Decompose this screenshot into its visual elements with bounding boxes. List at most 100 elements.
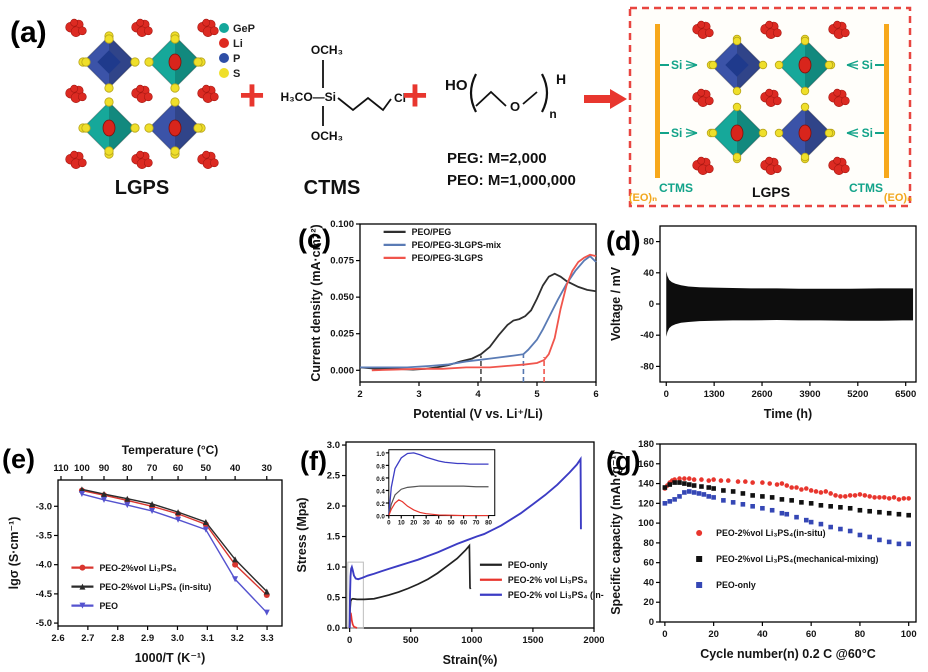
shape [805, 39, 831, 91]
series-line [348, 455, 582, 629]
s-atom [800, 152, 810, 162]
x-tick-label: 5200 [847, 389, 868, 400]
li-cluster [692, 88, 714, 107]
data-marker [662, 501, 668, 506]
data-marker [767, 481, 773, 486]
x-tick-label: 2.7 [81, 633, 94, 644]
legend-item-label: PEO/PEG-3LGPS [412, 253, 484, 263]
shape [136, 18, 145, 27]
y-tick-label: 3.0 [327, 440, 340, 451]
li-cluster [692, 156, 714, 175]
data-marker [896, 541, 902, 547]
y-tick-label: 0.6 [376, 476, 385, 483]
shape [704, 28, 714, 38]
li-cluster [828, 20, 850, 39]
y-tick-label: 0.050 [330, 292, 354, 303]
shape [840, 96, 850, 106]
s-atom [170, 34, 180, 44]
shape [765, 156, 774, 165]
data-marker [886, 510, 892, 516]
data-marker [149, 500, 156, 507]
s-atom [104, 34, 114, 44]
lgps-label: LGPS [115, 177, 169, 199]
x-tick-label: 30 [423, 520, 430, 527]
shape [70, 150, 79, 159]
x-tick-label: 80 [485, 520, 492, 527]
s-atom [732, 102, 742, 112]
y-tick-label: 0.8 [376, 463, 385, 470]
data-marker [677, 476, 682, 481]
data-marker [760, 505, 765, 511]
data-marker [721, 498, 726, 503]
shape [70, 84, 79, 93]
shape [765, 88, 774, 97]
y-tick-label: -40 [640, 330, 654, 341]
panel-f-stress-strain-chart: 0 500 1000 1500 2000 0.0 0.5 1.0 1.5 2.0 2.5 3.0 Str… [295, 428, 622, 672]
s-atom [774, 60, 784, 70]
data-marker [857, 492, 863, 497]
polyhedron [710, 38, 764, 92]
polyhedron [148, 35, 202, 89]
xlabel: Potential (V vs. Li⁺/Li) [413, 407, 543, 421]
y-tick-label: -3.0 [36, 501, 52, 512]
data-marker [828, 491, 833, 496]
s-atom [170, 83, 180, 93]
x-tick-label: 10 [398, 520, 405, 527]
legend-item-label: PEO/PEG-3LGPS-mix [412, 240, 502, 250]
li-atom [730, 124, 744, 142]
peo-chain-bar [655, 24, 660, 178]
s-atom [130, 57, 140, 67]
ylabel: Stress (Mpa) [296, 497, 309, 572]
data-marker [760, 494, 765, 499]
data-marker [847, 493, 853, 498]
data-marker [774, 482, 780, 487]
s-atom [824, 128, 834, 138]
s-atom [104, 97, 114, 107]
y-tick-label: 2.5 [327, 471, 341, 482]
li-cluster [828, 88, 850, 107]
data-marker [779, 497, 785, 502]
series-line [371, 253, 597, 372]
x-tick-label: 3 [416, 389, 421, 400]
data-marker [750, 504, 755, 509]
legend-marker [696, 582, 703, 588]
series-line [348, 543, 472, 629]
data-marker [721, 488, 726, 493]
shape [109, 102, 135, 154]
data-marker [813, 489, 819, 494]
panel-c-lsv-chart: 2 3 4 5 6 0.000 0.025 0.050 0.075 0.100 Potential … [296, 212, 604, 428]
data-marker [735, 479, 741, 484]
data-marker [718, 478, 724, 483]
data-marker [706, 494, 712, 499]
shape [697, 88, 706, 97]
panel-a-schematic: (a) GeP Li PS LGPS + OCH₃ H₃CO—Si OCH₃ Cl CTMS + HO O… [10, 6, 912, 208]
legend-item-label: PEO-only [508, 560, 548, 570]
data-marker [896, 511, 902, 517]
top-tick-label: 40 [230, 463, 241, 474]
x-tick-label: 40 [757, 629, 768, 640]
chart-d-svg: 0 1300 2600 3900 5200 6500 -80 -40 0 40 80 Time (h)… [606, 225, 917, 421]
data-marker [740, 491, 746, 496]
data-marker [838, 526, 843, 532]
polyhedron [778, 106, 832, 160]
x-tick-label: 6 [593, 389, 598, 400]
shape [143, 26, 153, 36]
y-tick-label: 140 [638, 479, 654, 490]
data-marker [677, 480, 682, 485]
shape [143, 92, 153, 102]
li-cluster [197, 18, 219, 37]
data-marker [691, 490, 697, 495]
x-tick-label: 20 [410, 520, 417, 527]
legend-marker [79, 583, 86, 590]
shape [697, 20, 706, 29]
shape [202, 150, 211, 159]
shape [109, 36, 135, 88]
legend-item-label: PEO-2%vol Li₃PS₄(mechanical-mixing) [716, 554, 878, 564]
data-marker [78, 486, 85, 493]
si-triple-bond [846, 132, 859, 138]
y-tick-label: 0.0 [327, 623, 340, 634]
data-marker [691, 483, 697, 488]
data-marker [667, 482, 673, 487]
data-marker [699, 484, 704, 489]
data-marker [891, 495, 897, 500]
